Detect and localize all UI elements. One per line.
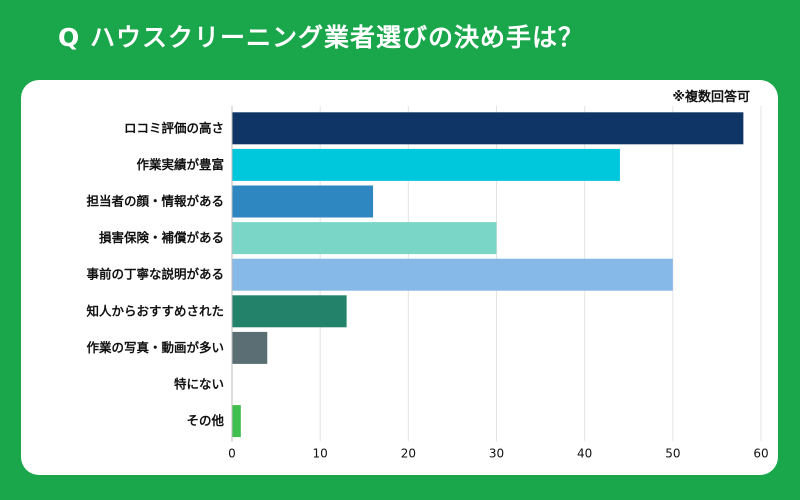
category-label: 作業の写真・動画が多い: [86, 340, 224, 355]
chart-card: ※複数回答可 0 10 20 30 40 50 60 ロコミ評価の高さ作業実績が豊富担当者の顔…: [21, 80, 778, 475]
x-tick-label: 10: [313, 446, 328, 460]
bar: [232, 405, 241, 438]
bar: [232, 331, 268, 364]
category-label: 知人からおすすめされた: [85, 303, 224, 318]
multiple-answer-note: ※複数回答可: [672, 90, 750, 105]
x-tick-label: 0: [228, 446, 236, 460]
x-tick-label: 20: [401, 446, 416, 460]
bar: [232, 258, 673, 291]
category-label: 損害保険・補償がある: [99, 230, 224, 245]
bar: [232, 222, 497, 255]
category-label: ロコミ評価の高さ: [124, 120, 224, 135]
category-label: その他: [186, 413, 224, 428]
x-tick-label: 40: [577, 446, 592, 460]
bar: [232, 295, 347, 328]
chart-title: Q ハウスクリーニング業者選びの決め手は？: [58, 23, 584, 52]
category-label: 担当者の顔・情報がある: [86, 194, 224, 209]
bar-chart: 0 10 20 30 40 50 60 ロコミ評価の高さ作業実績が豊富担当者の顔・情報がある損…: [85, 106, 769, 460]
category-label: 事前の丁寧な説明がある: [86, 267, 224, 282]
category-label: 作業実績が豊富: [136, 157, 224, 172]
bar: [232, 148, 620, 181]
x-tick-label: 60: [753, 446, 768, 460]
bar: [232, 112, 744, 145]
bar: [232, 185, 374, 218]
x-tick-label: 50: [665, 446, 680, 460]
category-label: 特にない: [174, 377, 224, 392]
x-tick-label: 30: [489, 446, 504, 460]
